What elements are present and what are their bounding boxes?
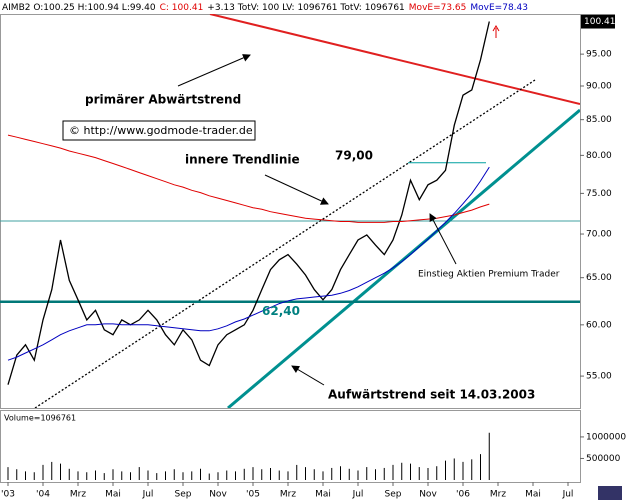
last-price-label: 100.41	[584, 17, 616, 27]
volume-title: Volume=1096761	[4, 414, 76, 423]
x-tick-label: '06	[456, 490, 470, 500]
x-tick-label: Jul	[142, 490, 154, 500]
volume-frame	[0, 410, 581, 483]
x-tick-label: Mai	[315, 490, 331, 500]
y-tick-label: 65.00	[586, 273, 612, 283]
header-part: MovE=78.43	[470, 3, 528, 13]
moving-average	[7, 134, 490, 223]
level-label: 79,00	[335, 148, 373, 162]
copyright-box	[62, 120, 256, 141]
x-tick-label: '03	[1, 490, 15, 500]
x-tick-label: Mai	[525, 490, 541, 500]
x-tick-label: Jul	[352, 490, 364, 500]
arrow	[177, 54, 251, 87]
y-tick-label: 85.00	[586, 115, 612, 125]
moving-average	[7, 166, 490, 361]
y-tick-label: 55.00	[586, 372, 612, 382]
y-tick-label: 500000	[586, 454, 621, 464]
header-part: C: 100.41	[160, 3, 204, 13]
x-tick-label: Mrz	[490, 490, 506, 500]
level-label: 62,40	[262, 304, 300, 318]
price-plot	[0, 21, 580, 385]
copyright: © http://www.godmode-trader.de	[69, 124, 253, 137]
x-tick-label: Jul	[562, 490, 574, 500]
x-tick-label: Sep	[385, 490, 402, 500]
downtrend-line	[209, 14, 580, 105]
axes: 55.00 60.00 65.00 70.00 75.00 80.00 85.00 90.00…	[1, 14, 626, 500]
y-tick-label: 90.00	[586, 81, 612, 91]
y-tick-label: 95.00	[586, 50, 612, 60]
price-frame	[0, 14, 581, 409]
x-tick-label: Mai	[105, 490, 121, 500]
annotation: Einstieg Aktien Premium Trader	[418, 270, 560, 280]
arrow	[429, 213, 457, 265]
arrow	[291, 365, 325, 386]
y-tick-label: 1000000	[586, 432, 626, 442]
x-tick-label: Nov	[419, 490, 437, 500]
header-part: AIMB2 O:100.25 H:100.94 L:99.40	[2, 3, 156, 13]
uptrend-line	[227, 108, 580, 408]
y-tick-label: 75.00	[586, 189, 612, 199]
trendlines	[0, 14, 580, 408]
arrow	[264, 174, 329, 205]
y-tick-label: 80.00	[586, 151, 612, 161]
header: AIMB2 O:100.25 H:100.94 L:99.40 C: 100.41…	[2, 3, 528, 13]
header-part: MovE=73.65	[409, 3, 467, 13]
header-part: +3.13 TotV: 100 LV: 1096761 TotV: 109676…	[207, 3, 405, 13]
x-tick-label: Nov	[209, 490, 227, 500]
x-tick-label: '05	[246, 490, 260, 500]
annotation: primärer Abwärtstrend	[85, 93, 241, 107]
logo-box	[598, 486, 622, 500]
last-price-box	[581, 14, 615, 29]
y-tick-label: 60.00	[586, 320, 612, 330]
annotation: Aufwärtstrend seit 14.03.2003	[328, 388, 535, 402]
up-arrow	[492, 25, 500, 38]
y-tick-label: 70.00	[586, 230, 612, 240]
annotation: innere Trendlinie	[185, 153, 300, 167]
x-tick-label: Sep	[175, 490, 192, 500]
x-tick-label: '04	[36, 490, 50, 500]
x-tick-label: Mrz	[280, 490, 296, 500]
x-tick-label: Mrz	[70, 490, 86, 500]
